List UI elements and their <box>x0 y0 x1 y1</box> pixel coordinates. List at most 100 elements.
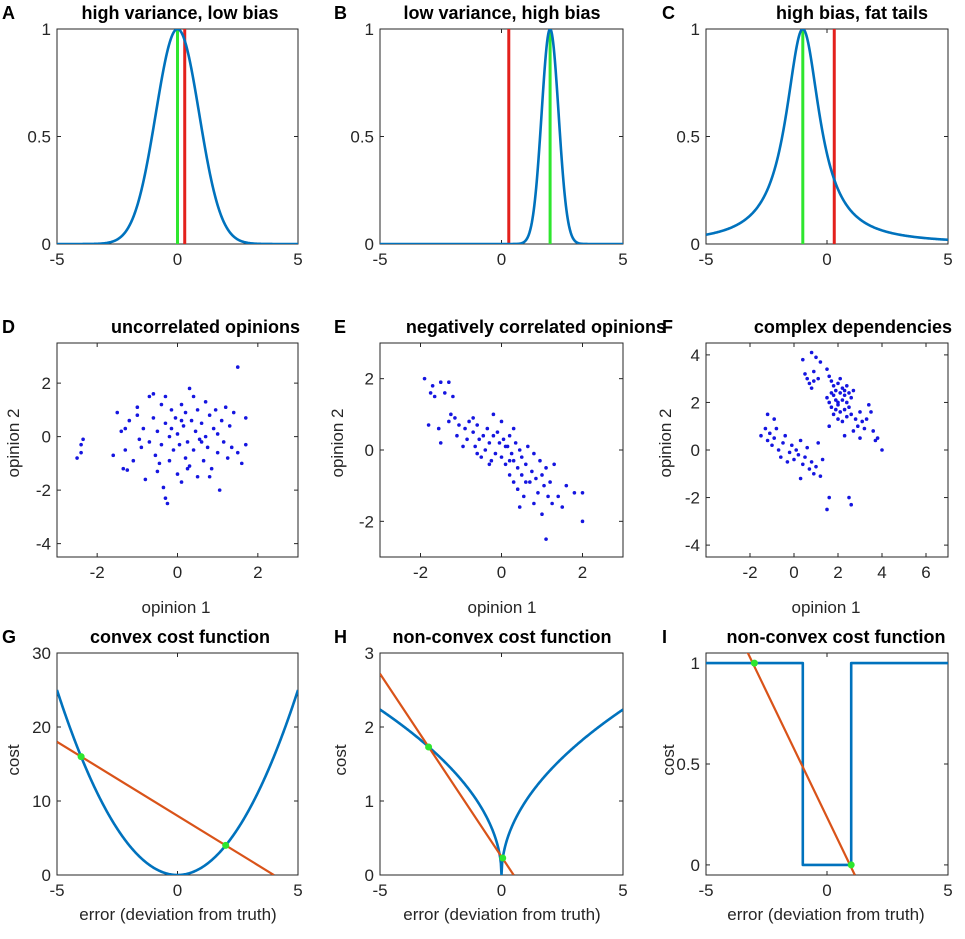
panel-F-scatter-point <box>838 391 842 395</box>
panel-F: F complex dependencies opinion 1 opinion… <box>656 317 952 617</box>
panel-E-scatter-point <box>511 458 516 463</box>
panel-G-xlabel: error (deviation from truth) <box>79 905 276 924</box>
panel-D-scatter-point <box>181 424 186 428</box>
panel-I-plot-area <box>706 653 948 875</box>
panel-F-scatter-point <box>838 376 842 381</box>
panel-D-scatter-point <box>131 458 136 463</box>
panel-F-ytick-label: -2 <box>685 489 700 508</box>
panel-E-scatter-point <box>538 458 542 463</box>
panel-A-blue-curve <box>57 29 298 244</box>
panel-E-label: E <box>334 317 346 337</box>
panel-F-scatter-point <box>814 355 818 360</box>
panel-D-scatter-point <box>159 442 164 447</box>
panel-D-scatter-point <box>215 450 220 455</box>
panel-B-xtick-label: 0 <box>497 250 506 269</box>
panel-D-scatter-point <box>123 426 128 431</box>
panel-F-scatter-point <box>768 431 772 436</box>
panel-D-scatter-point <box>189 418 194 423</box>
panel-D-scatter-point <box>127 418 132 423</box>
panel-F-xtick-label: 2 <box>833 563 842 582</box>
panel-E-scatter-point <box>515 487 520 492</box>
panel-F-scatter-point <box>803 455 807 459</box>
panel-F-scatter-point <box>847 405 851 410</box>
panel-E-scatter-point <box>495 430 500 434</box>
panel-D-scatter-point <box>211 426 216 431</box>
panel-F-scatter-point <box>856 424 860 429</box>
panel-E-scatter-point <box>501 437 506 442</box>
panel-F-scatter-point <box>816 441 820 445</box>
panel-F-xtick-label: -2 <box>742 563 757 582</box>
panel-F-scatter-point <box>763 426 768 431</box>
panel-E-scatter-point <box>479 455 484 459</box>
panel-D-scatter-point <box>155 429 160 434</box>
panel-I-xtick-label: 5 <box>943 881 952 900</box>
panel-D-ytick-label: 2 <box>42 374 51 393</box>
panel-D-scatter-point <box>219 418 224 423</box>
panel-E-scatter-point <box>475 451 480 456</box>
panel-F-scatter-point <box>834 407 838 412</box>
panel-F-scatter-point <box>801 357 805 362</box>
panel-E-scatter-point <box>521 494 526 499</box>
panel-D-scatter-point <box>153 453 158 458</box>
panel-E-ytick-label: 2 <box>365 370 374 389</box>
panel-D-scatter-point <box>235 365 240 369</box>
panel-D-scatter-point <box>183 410 188 415</box>
panel-H-blue-curve <box>380 708 623 875</box>
panel-D: D uncorrelated opinions opinion 1 opinio… <box>2 317 300 617</box>
panel-G-xtick-label: -5 <box>49 881 64 900</box>
panel-F-scatter-point <box>805 445 809 450</box>
panel-D-scatter-point <box>225 456 230 460</box>
panel-D-scatter-point <box>235 450 240 455</box>
panel-E-scatter-point <box>580 491 585 495</box>
panel-B-blue-curve <box>380 29 623 244</box>
panel-F-scatter-point <box>847 495 851 500</box>
panel-D-scatter-point <box>199 440 204 444</box>
panel-D-scatter-point <box>207 474 212 479</box>
panel-D-xlabel: opinion 1 <box>141 598 210 617</box>
panel-D-scatter-point <box>119 429 124 434</box>
panel-E-ytick-label: -2 <box>359 512 374 531</box>
panel-F-plot-area <box>759 350 884 512</box>
panel-D-plot-area <box>75 365 248 506</box>
panel-H-xlabel: error (deviation from truth) <box>403 905 600 924</box>
panel-E-scatter-point <box>477 437 482 442</box>
panel-H-xtick-label: 5 <box>618 881 627 900</box>
panel-E-scatter-point <box>524 480 528 484</box>
panel-D-scatter-point <box>195 408 200 412</box>
panel-H-plot-area <box>380 673 623 875</box>
panel-E-scatter-point <box>473 444 477 449</box>
panel-I-green-marker <box>750 659 758 667</box>
panel-E-scatter-point <box>544 537 548 541</box>
panel-D-scatter-point <box>185 466 190 471</box>
panel-D-scatter-point <box>135 413 140 418</box>
panel-E-scatter-point <box>515 466 520 470</box>
panel-F-scatter-point <box>849 412 853 417</box>
panel-F-scatter-point <box>829 391 834 395</box>
panel-D-scatter-point <box>199 421 204 426</box>
panel-D-scatter-point <box>207 413 212 418</box>
panel-F-ytick-label: 2 <box>691 393 700 412</box>
panel-F-scatter-point <box>834 388 838 393</box>
panel-F-scatter-point <box>812 369 816 374</box>
panel-I-ytick-label: 0.5 <box>676 755 700 774</box>
panel-E-scatter-point <box>491 412 496 417</box>
panel-E-scatter-point <box>449 412 453 417</box>
panel-F-scatter-point <box>825 395 829 400</box>
panel-F-scatter-point <box>816 376 820 381</box>
panel-D-scatter-point <box>125 468 130 472</box>
panel-G-ytick-label: 20 <box>32 718 51 737</box>
panel-G-title: convex cost function <box>90 627 270 647</box>
panel-E-scatter-point <box>517 505 522 509</box>
panel-E-scatter-point <box>556 494 560 499</box>
panel-E-scatter-point <box>438 380 443 385</box>
panel-D-title: uncorrelated opinions <box>111 317 300 337</box>
panel-F-ytick-label: 0 <box>691 441 700 460</box>
panel-E-scatter-point <box>451 394 455 399</box>
panel-E-scatter-point <box>487 462 492 467</box>
panel-F-scatter-point <box>842 433 847 438</box>
panel-A-ytick-label: 1 <box>42 20 51 39</box>
panel-E-scatter-point <box>457 423 461 427</box>
panel-E-scatter-point <box>465 437 469 442</box>
panel-F-scatter-point <box>851 388 856 393</box>
